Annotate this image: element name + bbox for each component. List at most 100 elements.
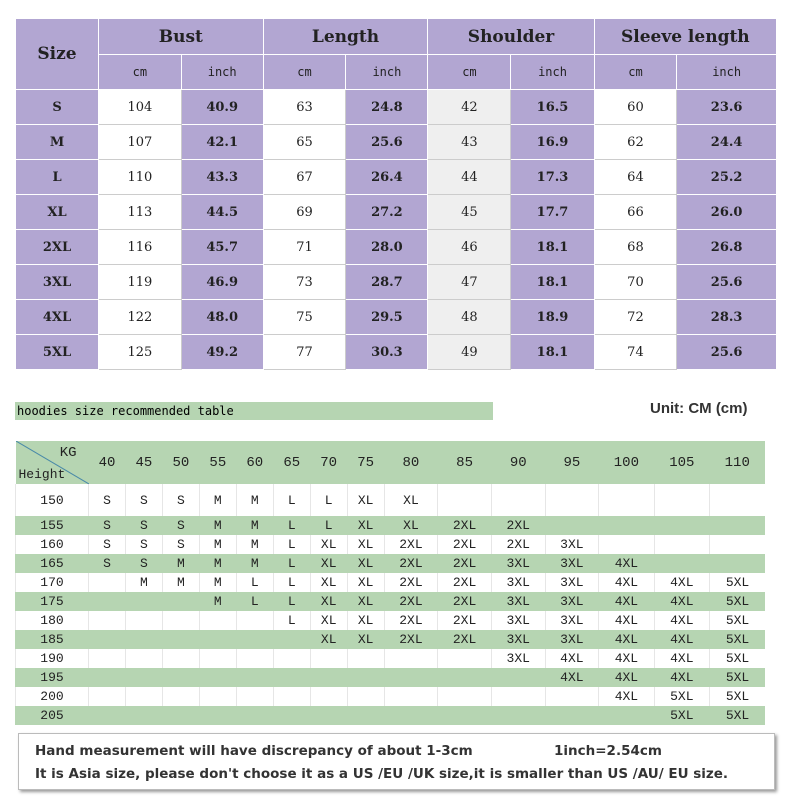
size-cell: L [272, 535, 311, 554]
size-cell [198, 630, 237, 649]
size-cell [346, 649, 385, 668]
size-cell [124, 592, 163, 611]
size-cell: 5XL [709, 630, 765, 649]
size-cell [437, 687, 492, 706]
size-cell [653, 484, 710, 516]
size-cell [272, 706, 311, 725]
header-row: Size Bust Length Shoulder Sleeve length [14, 18, 778, 90]
size-cell: L [272, 611, 311, 630]
size-cell [309, 706, 348, 725]
size-row: L 110 43.3 67 26.4 44 17.3 64 25.2 [14, 159, 777, 195]
value-cell: 26.8 [676, 229, 777, 265]
size-cell [161, 687, 200, 706]
value-cell: 25.2 [676, 159, 777, 195]
height-cell: 200 [15, 687, 89, 706]
footer-note: Hand measurement will have discrepancy o… [18, 733, 775, 790]
discrepancy-note: Hand measurement will have discrepancy o… [35, 743, 473, 759]
size-cell [161, 630, 200, 649]
size-cell [272, 687, 311, 706]
height-cell: 195 [15, 668, 89, 687]
size-cell [235, 687, 274, 706]
height-row: 160 S S S M M L XL XL 2XL 2XL 2XL 3XL [15, 535, 765, 554]
size-cell: 3XL [490, 592, 546, 611]
size-cell: S [88, 535, 126, 554]
value-cell: 43.3 [180, 159, 264, 195]
value-cell: 49.2 [180, 334, 264, 370]
value-cell: 24.4 [676, 124, 777, 160]
size-row: 4XL 122 48.0 75 29.5 48 18.9 72 28.3 [14, 299, 777, 335]
value-cell: 48 [427, 299, 512, 335]
value-cell: 104 [98, 89, 182, 125]
value-cell: 46.9 [180, 264, 264, 300]
value-cell: 72 [593, 299, 678, 335]
value-cell: 75 [262, 299, 347, 335]
size-cell: 4XL [653, 592, 710, 611]
size-cell: 2XL [383, 554, 438, 573]
size-cell [709, 535, 765, 554]
size-cell: M [198, 516, 237, 535]
size-cell [272, 649, 311, 668]
value-cell: 73 [262, 264, 347, 300]
size-cell [235, 649, 274, 668]
size-cell: XL [346, 611, 385, 630]
kg-label: KG [59, 445, 77, 461]
weight-header: 55 [199, 441, 237, 484]
size-cell [346, 668, 385, 687]
size-cell: 5XL [653, 706, 710, 725]
value-cell: 62 [593, 124, 678, 160]
height-row: 150 S S S M M L L XL XL [15, 484, 765, 516]
value-cell: 70 [593, 264, 678, 300]
height-row: 180 L XL XL 2XL 2XL 3XL 3XL 4XL 4XL 5XL [15, 611, 765, 630]
size-cell [437, 484, 492, 516]
size-cell: M [161, 554, 200, 573]
size-cell [383, 668, 438, 687]
weight-header: 110 [709, 441, 765, 484]
size-row: 2XL 116 45.7 71 28.0 46 18.1 68 26.8 [14, 229, 777, 265]
value-cell: 68 [593, 229, 678, 265]
size-cell: L [272, 554, 311, 573]
size-cell: M [235, 484, 274, 516]
value-cell: 45 [427, 194, 512, 230]
size-cell: S [124, 535, 163, 554]
size-cell: 2XL [490, 516, 546, 535]
size-cell [437, 668, 492, 687]
size-cell: S [124, 554, 163, 573]
size-cell [161, 706, 200, 725]
size-cell [124, 611, 163, 630]
unit-cm: cm [593, 54, 678, 90]
weight-header: 70 [310, 441, 348, 484]
weight-header: 60 [236, 441, 274, 484]
unit-inch: inch [510, 54, 595, 90]
size-cell [88, 649, 126, 668]
weight-header: 95 [545, 441, 599, 484]
size-cell: 4XL [653, 630, 710, 649]
size-cell: M [198, 573, 237, 592]
size-cell [161, 668, 200, 687]
unit-cm: cm [427, 54, 512, 90]
value-cell: 27.2 [345, 194, 429, 230]
size-cell: 5XL [653, 687, 710, 706]
value-cell: 45.7 [180, 229, 264, 265]
weight-header: 40 [88, 441, 126, 484]
size-cell [544, 516, 599, 535]
value-cell: 60 [593, 89, 678, 125]
unit-cm: cm [262, 54, 347, 90]
asia-size-note: It is Asia size, please don't choose it … [35, 766, 729, 782]
size-cell: S [88, 484, 126, 516]
value-cell: 44.5 [180, 194, 264, 230]
size-cell: S [14, 89, 100, 125]
size-cell: XL [346, 535, 385, 554]
size-cell [88, 592, 126, 611]
group-header: Bust [98, 18, 264, 55]
size-cell: M [198, 484, 237, 516]
size-cell: 5XL [709, 706, 765, 725]
size-cell: 2XL [437, 611, 492, 630]
height-cell: 165 [15, 554, 89, 573]
size-cell: XL [346, 516, 385, 535]
size-cell: 2XL [437, 535, 492, 554]
size-cell: S [161, 535, 200, 554]
value-cell: 17.3 [510, 159, 595, 195]
height-cell: 180 [15, 611, 89, 630]
size-cell: 4XL [598, 668, 655, 687]
size-cell: L [14, 159, 100, 195]
